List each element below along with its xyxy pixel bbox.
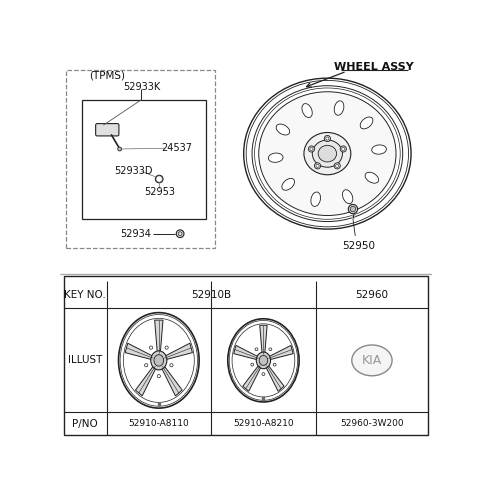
Polygon shape — [164, 343, 192, 360]
Ellipse shape — [318, 145, 336, 162]
Ellipse shape — [256, 352, 271, 369]
Circle shape — [255, 348, 258, 351]
Circle shape — [308, 146, 314, 152]
Text: 52960: 52960 — [355, 290, 388, 300]
Polygon shape — [125, 343, 154, 360]
Bar — [64, 276, 428, 436]
Ellipse shape — [352, 345, 392, 376]
Ellipse shape — [268, 153, 283, 163]
Ellipse shape — [154, 355, 164, 366]
Ellipse shape — [334, 101, 344, 115]
Circle shape — [342, 147, 345, 151]
Ellipse shape — [276, 124, 289, 135]
Circle shape — [118, 147, 121, 151]
Polygon shape — [161, 365, 182, 396]
Ellipse shape — [259, 92, 396, 216]
Text: 52953: 52953 — [144, 187, 175, 197]
Circle shape — [176, 230, 184, 238]
Text: ILLUST: ILLUST — [68, 355, 102, 365]
Circle shape — [326, 137, 329, 140]
Text: 24537: 24537 — [161, 143, 192, 153]
Ellipse shape — [232, 324, 295, 397]
FancyBboxPatch shape — [96, 124, 119, 136]
Ellipse shape — [372, 145, 386, 154]
Circle shape — [340, 146, 347, 152]
Circle shape — [262, 373, 265, 376]
Text: 52960-3W200: 52960-3W200 — [340, 419, 404, 429]
Polygon shape — [268, 346, 293, 360]
Circle shape — [269, 348, 272, 351]
Circle shape — [156, 175, 163, 183]
Text: 52934: 52934 — [120, 229, 151, 239]
Ellipse shape — [304, 133, 351, 175]
Circle shape — [157, 375, 160, 378]
Ellipse shape — [360, 117, 373, 129]
Circle shape — [251, 363, 253, 366]
Text: KEY NO.: KEY NO. — [64, 290, 106, 300]
Text: (TPMS): (TPMS) — [89, 71, 125, 81]
Ellipse shape — [119, 313, 199, 408]
Polygon shape — [243, 364, 262, 391]
Ellipse shape — [311, 192, 321, 206]
Ellipse shape — [123, 318, 194, 403]
Ellipse shape — [228, 319, 299, 402]
Circle shape — [350, 206, 356, 212]
Ellipse shape — [302, 104, 312, 117]
Polygon shape — [234, 346, 259, 360]
Text: 52933K: 52933K — [123, 82, 160, 92]
Circle shape — [324, 136, 330, 141]
Text: KIA: KIA — [362, 354, 382, 367]
Ellipse shape — [343, 190, 353, 204]
Ellipse shape — [151, 351, 167, 370]
Circle shape — [348, 204, 358, 214]
Circle shape — [336, 164, 339, 167]
Circle shape — [310, 147, 313, 151]
Ellipse shape — [259, 355, 268, 365]
Circle shape — [273, 363, 276, 366]
Text: 52933D: 52933D — [114, 166, 153, 176]
Polygon shape — [260, 326, 267, 355]
Bar — [66, 70, 215, 248]
Text: 52910-A8210: 52910-A8210 — [233, 419, 294, 429]
Polygon shape — [155, 320, 163, 354]
Circle shape — [157, 177, 162, 181]
Circle shape — [170, 364, 173, 367]
Circle shape — [149, 346, 153, 349]
Ellipse shape — [365, 172, 379, 183]
Circle shape — [165, 346, 168, 349]
Text: 52910B: 52910B — [191, 290, 231, 300]
Circle shape — [144, 364, 148, 367]
Polygon shape — [265, 364, 284, 391]
Bar — [82, 100, 206, 219]
Circle shape — [316, 164, 319, 167]
Polygon shape — [135, 365, 156, 396]
Ellipse shape — [312, 140, 342, 167]
Circle shape — [314, 163, 321, 169]
Text: P/NO: P/NO — [72, 419, 98, 429]
Text: 52910-A8110: 52910-A8110 — [129, 419, 189, 429]
Text: WHEEL ASSY: WHEEL ASSY — [334, 62, 414, 72]
Text: 52950: 52950 — [343, 241, 376, 251]
Circle shape — [334, 163, 340, 169]
Ellipse shape — [282, 178, 295, 190]
